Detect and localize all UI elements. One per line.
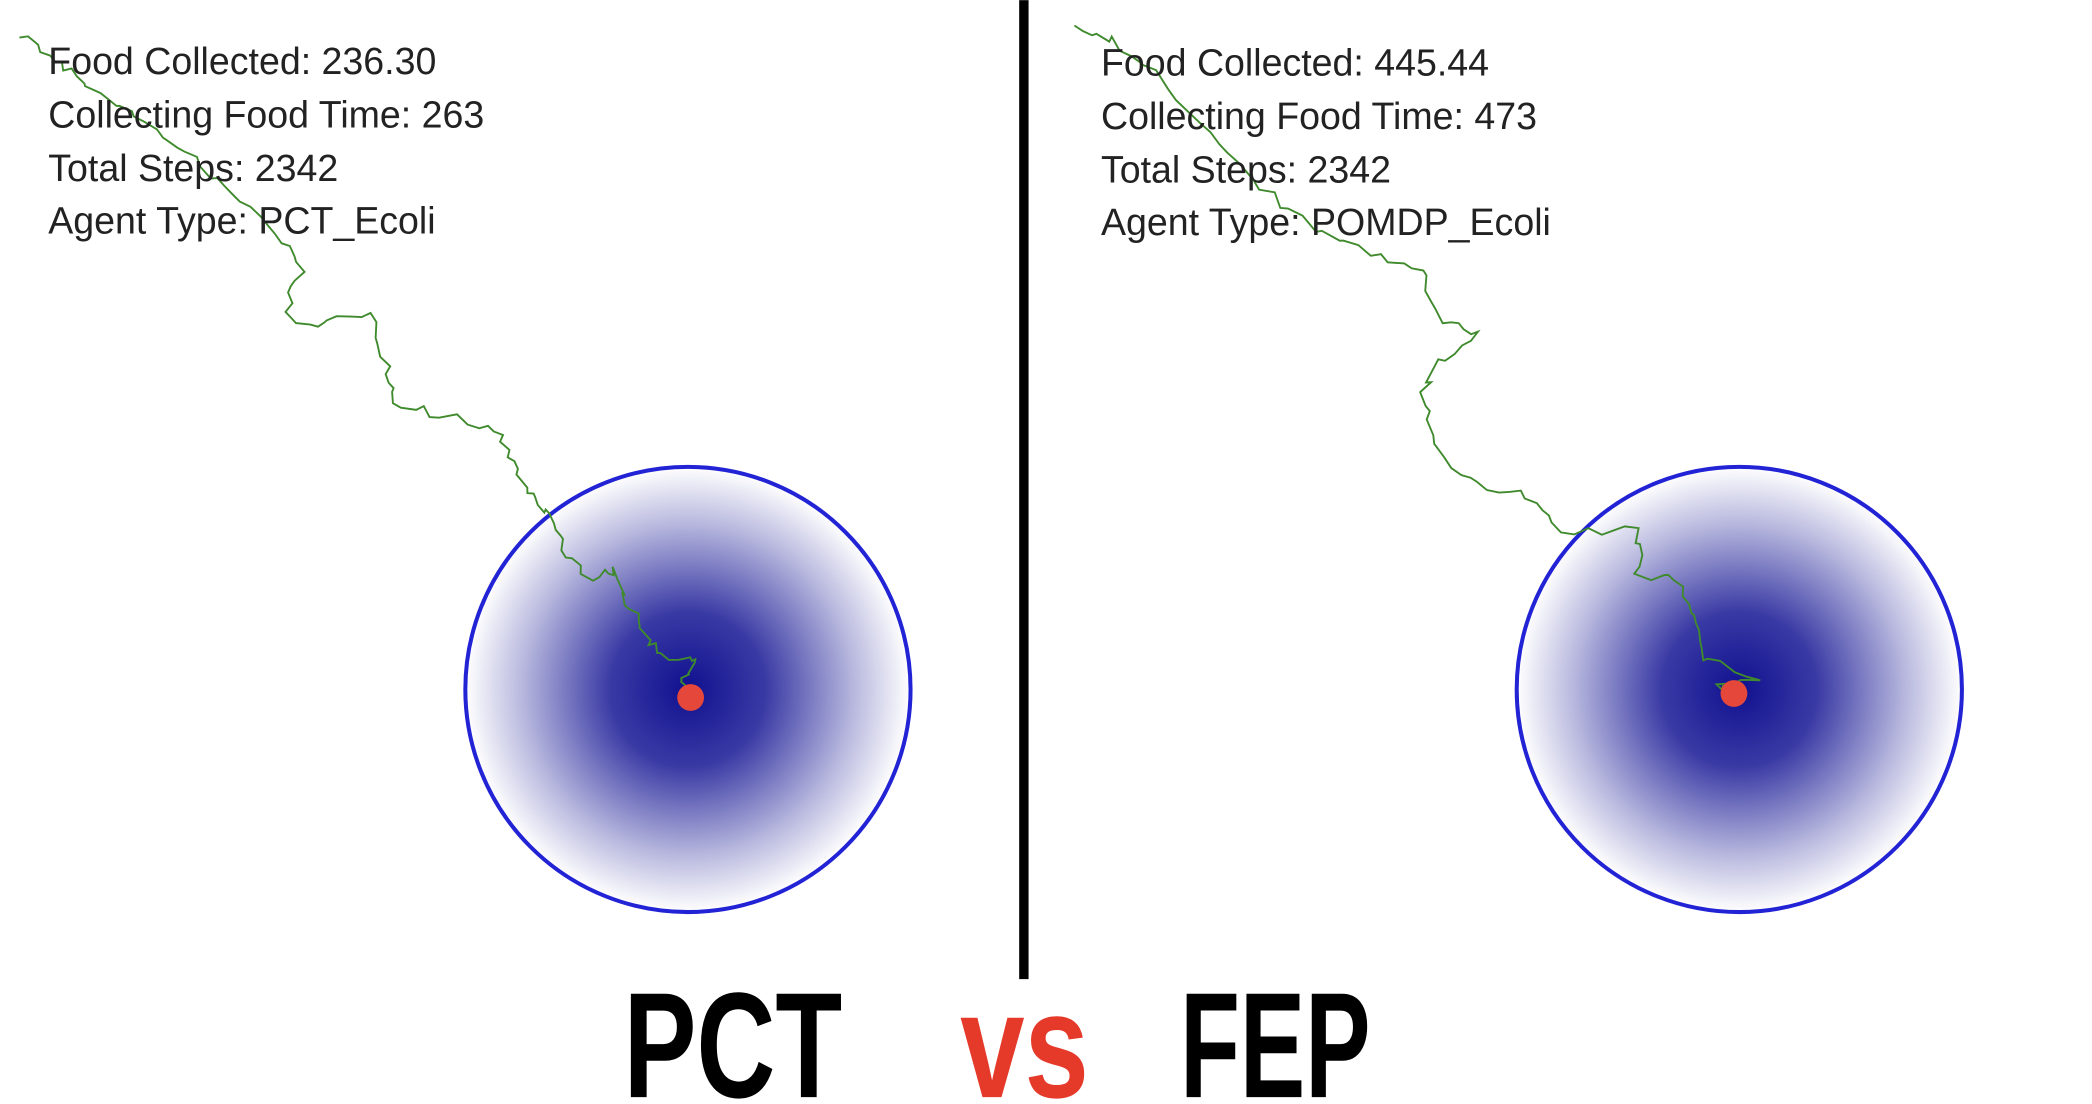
stat-line: Food Collected: 445.44 (1101, 41, 1489, 83)
agent (677, 684, 705, 711)
right-label: FEP (1180, 961, 1370, 1104)
vs-label: vs (960, 961, 1089, 1104)
stat-line: Total Steps: 2342 (48, 147, 338, 189)
stat-line: Food Collected: 236.30 (48, 40, 436, 82)
left-panel: Food Collected: 236.30 Collecting Food T… (19, 35, 913, 915)
agent (1720, 680, 1748, 707)
stat-line: Agent Type: POMDP_Ecoli (1101, 201, 1551, 243)
stat-line: Agent Type: PCT_Ecoli (48, 200, 435, 242)
agent-trajectory (19, 35, 697, 692)
right-panel: Food Collected: 445.44 Collecting Food T… (1073, 24, 1964, 915)
stat-line: Total Steps: 2342 (1101, 149, 1391, 191)
agent-trajectory (1073, 24, 1761, 693)
left-label: PCT (624, 961, 843, 1104)
stat-line: Collecting Food Time: 263 (48, 94, 484, 136)
divider (1019, 0, 1029, 980)
stat-line: Collecting Food Time: 473 (1101, 95, 1537, 137)
